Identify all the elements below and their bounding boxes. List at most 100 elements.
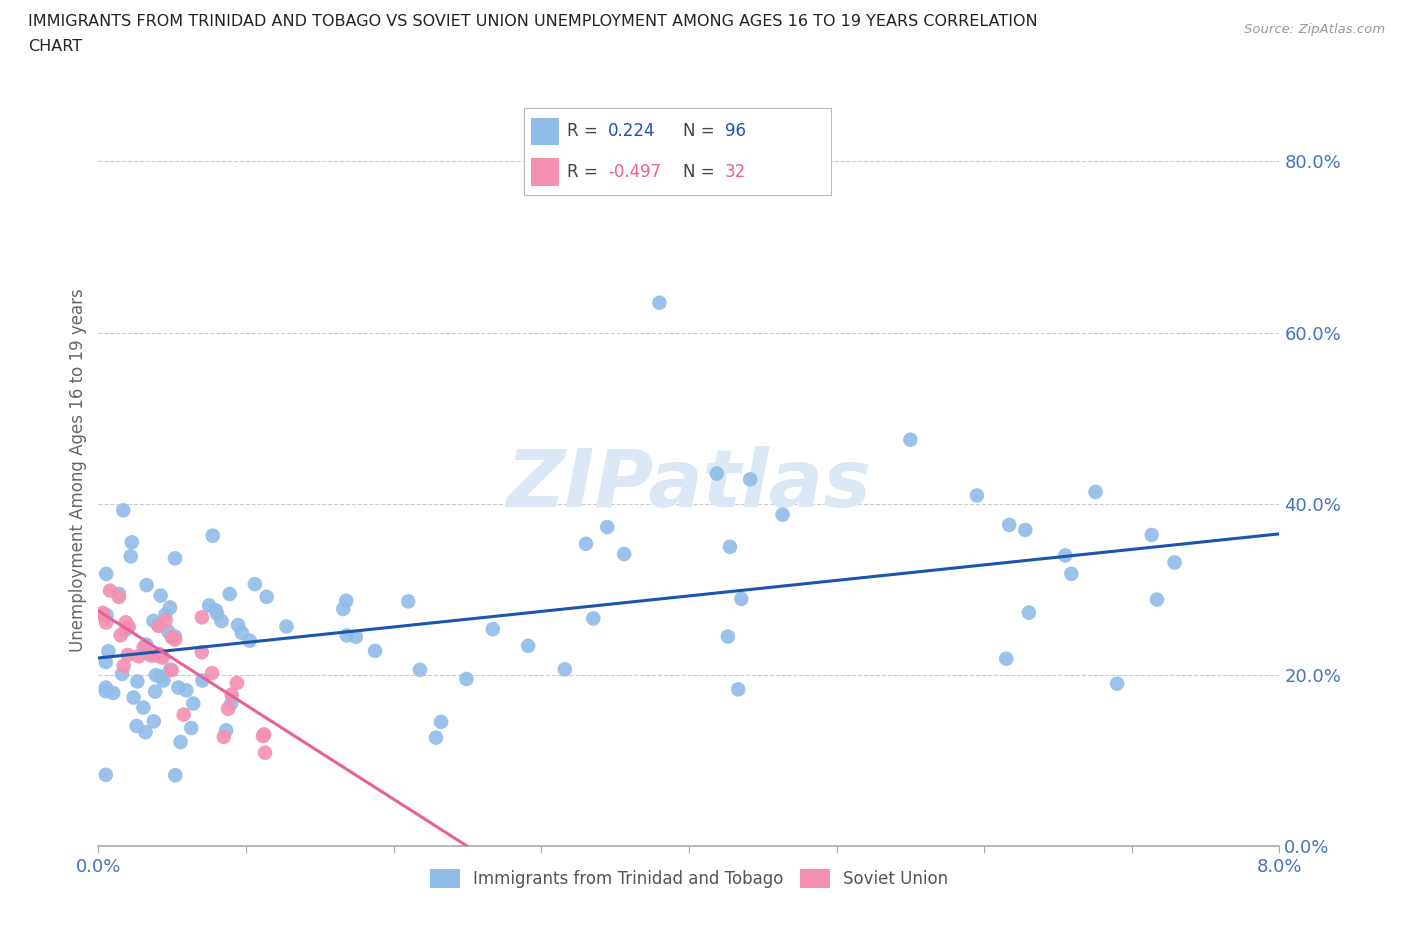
Point: [1060, 566, 1083, 581]
Point: [165, 632, 187, 647]
Legend: Immigrants from Trinidad and Tobago, Soviet Union: Immigrants from Trinidad and Tobago, Sov…: [423, 862, 955, 895]
Point: [94, 767, 117, 782]
Point: [201, 528, 224, 543]
Point: [122, 690, 145, 705]
Point: [114, 622, 136, 637]
Point: [1018, 605, 1040, 620]
Point: [332, 602, 354, 617]
Point: [127, 674, 149, 689]
Point: [115, 615, 138, 630]
Point: [212, 729, 235, 744]
Text: Source: ZipAtlas.com: Source: ZipAtlas.com: [1244, 23, 1385, 36]
Point: [706, 466, 728, 481]
Point: [1163, 555, 1185, 570]
Point: [155, 613, 177, 628]
Point: [135, 637, 157, 652]
Point: [730, 591, 752, 606]
Point: [174, 683, 197, 698]
Point: [173, 707, 195, 722]
Point: [111, 667, 134, 682]
Point: [110, 628, 132, 643]
Point: [335, 593, 357, 608]
Point: [998, 517, 1021, 532]
Point: [1084, 485, 1107, 499]
Point: [409, 662, 432, 677]
Point: [239, 633, 262, 648]
Point: [149, 669, 172, 684]
Point: [132, 640, 155, 655]
Point: [517, 638, 540, 653]
Point: [191, 610, 214, 625]
Point: [136, 646, 159, 661]
Point: [163, 551, 186, 565]
Point: [226, 618, 249, 632]
Point: [1054, 548, 1077, 563]
Point: [613, 547, 636, 562]
Point: [146, 618, 169, 632]
Point: [344, 630, 367, 644]
Point: [163, 629, 186, 644]
Point: [132, 700, 155, 715]
Point: [143, 684, 166, 699]
Point: [718, 539, 741, 554]
Point: [135, 578, 157, 592]
Point: [91, 608, 114, 623]
Point: [148, 646, 170, 661]
Point: [727, 682, 749, 697]
Point: [456, 671, 478, 686]
Point: [205, 606, 228, 621]
Point: [167, 680, 190, 695]
Point: [966, 488, 988, 503]
Point: [152, 673, 174, 688]
Point: [134, 724, 156, 739]
Point: [221, 687, 243, 702]
Point: [112, 658, 135, 673]
Point: [217, 701, 239, 716]
Point: [231, 625, 253, 640]
Point: [150, 649, 173, 664]
Point: [118, 619, 141, 634]
Point: [103, 685, 125, 700]
Point: [256, 590, 278, 604]
Point: [1146, 592, 1168, 607]
Point: [180, 721, 202, 736]
Y-axis label: Unemployment Among Ages 16 to 19 years: Unemployment Among Ages 16 to 19 years: [69, 287, 87, 652]
Point: [253, 727, 276, 742]
Point: [648, 296, 671, 311]
Point: [1140, 527, 1163, 542]
Point: [160, 662, 183, 677]
Point: [219, 696, 242, 711]
Point: [243, 577, 266, 591]
Point: [98, 583, 121, 598]
Point: [112, 503, 135, 518]
Point: [91, 605, 114, 620]
Point: [201, 666, 224, 681]
Point: [125, 719, 148, 734]
Point: [1014, 523, 1036, 538]
Point: [211, 614, 233, 629]
Point: [128, 649, 150, 664]
Point: [94, 655, 117, 670]
Point: [159, 600, 181, 615]
Point: [108, 590, 131, 604]
Point: [117, 647, 139, 662]
Point: [425, 730, 447, 745]
Point: [148, 618, 170, 633]
Point: [121, 535, 143, 550]
Point: [276, 619, 298, 634]
Point: [169, 735, 191, 750]
Point: [108, 587, 131, 602]
Point: [191, 673, 214, 688]
Point: [94, 680, 117, 695]
Point: [254, 745, 277, 760]
Point: [181, 696, 204, 711]
Text: ZIPatlas: ZIPatlas: [506, 445, 872, 524]
Point: [142, 714, 165, 729]
Point: [198, 598, 221, 613]
Point: [364, 644, 387, 658]
Point: [554, 662, 576, 677]
Point: [145, 668, 167, 683]
Point: [252, 729, 274, 744]
Point: [205, 603, 228, 618]
Point: [159, 662, 181, 677]
